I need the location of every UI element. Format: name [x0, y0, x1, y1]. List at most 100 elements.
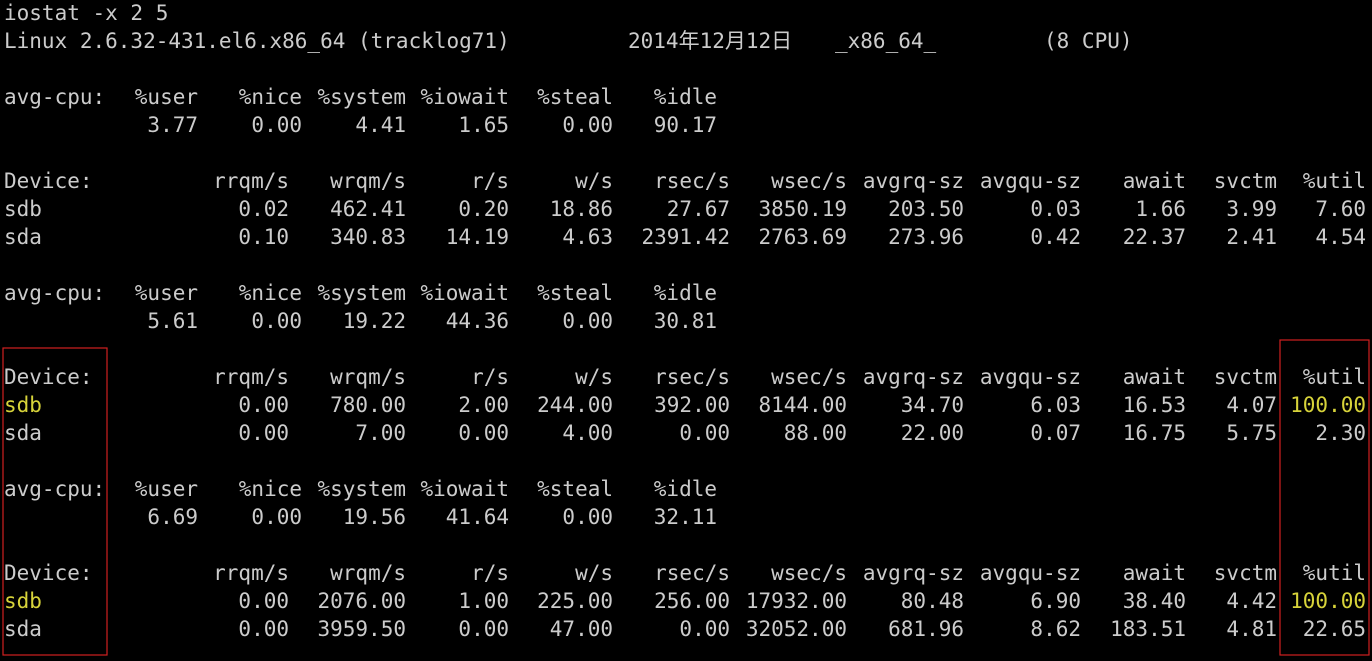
device-value: 34.70 [901, 393, 964, 417]
device-header: avgrq-sz [863, 169, 964, 193]
device-header: %util [1303, 561, 1366, 585]
device-value: 4.63 [562, 225, 613, 249]
device-header: r/s [471, 365, 509, 389]
device-value: 244.00 [537, 393, 613, 417]
device-value: 3850.19 [758, 197, 847, 221]
cpu-header: %nice [239, 85, 302, 109]
device-header: w/s [575, 561, 613, 585]
device-value: 2.00 [458, 393, 509, 417]
device-value: 6.03 [1030, 393, 1081, 417]
device-header: wsec/s [771, 365, 847, 389]
highlight-box [1279, 339, 1370, 656]
device-value: 18.86 [550, 197, 613, 221]
device-header: avgqu-sz [980, 169, 1081, 193]
cpu-value: 41.64 [446, 505, 509, 529]
device-header: rrqm/s [213, 169, 289, 193]
device-header: r/s [471, 561, 509, 585]
device-header: Device: [4, 365, 93, 389]
cpu-header: %steal [537, 281, 613, 305]
device-value: 1.66 [1135, 197, 1186, 221]
cpu-value: 1.65 [458, 113, 509, 137]
device-value: 3.99 [1226, 197, 1277, 221]
device-value: 7.00 [355, 421, 406, 445]
cpu-value: 0.00 [562, 309, 613, 333]
device-header: await [1123, 365, 1186, 389]
device-value: 392.00 [654, 393, 730, 417]
cpu-header: %iowait [420, 477, 509, 501]
device-header: %util [1303, 169, 1366, 193]
device-header: wrqm/s [330, 561, 406, 585]
device-value: 5.75 [1226, 421, 1277, 445]
kernel: Linux 2.6.32-431.el6.x86_64 (tracklog71) [4, 29, 510, 53]
cpu-header: avg-cpu: [4, 477, 105, 501]
cpu-value: 32.11 [654, 505, 717, 529]
cpu-value: 30.81 [654, 309, 717, 333]
device-value: 4.42 [1226, 589, 1277, 613]
device-name: sda [4, 421, 42, 445]
device-header: await [1123, 169, 1186, 193]
device-value: 0.07 [1030, 421, 1081, 445]
cpu-value: 0.00 [562, 113, 613, 137]
device-header: w/s [575, 365, 613, 389]
cpu-header: %user [135, 477, 198, 501]
device-value: 203.50 [888, 197, 964, 221]
date: 2014年12月12日 [628, 29, 792, 53]
device-header: svctm [1214, 561, 1277, 585]
device-value: 0.00 [458, 617, 509, 641]
highlight-box [2, 347, 108, 656]
device-header: avgqu-sz [980, 365, 1081, 389]
cpu-header: %idle [654, 85, 717, 109]
device-value: 22.00 [901, 421, 964, 445]
cpu-header: %system [317, 85, 406, 109]
device-value: 3959.50 [317, 617, 406, 641]
command: iostat -x 2 5 [4, 1, 168, 25]
cpu-value: 0.00 [251, 505, 302, 529]
device-value: 0.42 [1030, 225, 1081, 249]
device-value: 1.00 [458, 589, 509, 613]
device-value: 0.00 [238, 589, 289, 613]
device-value: 2.41 [1226, 225, 1277, 249]
device-value: 17932.00 [746, 589, 847, 613]
cpu-value: 44.36 [446, 309, 509, 333]
device-header: rsec/s [654, 169, 730, 193]
device-value: 0.20 [458, 197, 509, 221]
device-value: 0.00 [679, 617, 730, 641]
device-value: 100.00 [1290, 393, 1366, 417]
device-header: rrqm/s [213, 365, 289, 389]
cpu-header: %steal [537, 85, 613, 109]
device-value: 0.03 [1030, 197, 1081, 221]
device-value: 4.07 [1226, 393, 1277, 417]
device-value: 780.00 [330, 393, 406, 417]
device-value: 0.00 [679, 421, 730, 445]
device-value: 16.53 [1123, 393, 1186, 417]
device-name: sdb [4, 393, 42, 417]
device-value: 2391.42 [641, 225, 730, 249]
device-header: Device: [4, 169, 93, 193]
cpu-value: 0.00 [562, 505, 613, 529]
device-value: 0.10 [238, 225, 289, 249]
cpus: (8 CPU) [1044, 29, 1133, 53]
cpu-header: %nice [239, 477, 302, 501]
device-value: 32052.00 [746, 617, 847, 641]
device-value: 7.60 [1315, 197, 1366, 221]
device-value: 183.51 [1110, 617, 1186, 641]
device-header: await [1123, 561, 1186, 585]
cpu-value: 5.61 [147, 309, 198, 333]
cpu-header: %iowait [420, 85, 509, 109]
device-header: wsec/s [771, 169, 847, 193]
device-value: 16.75 [1123, 421, 1186, 445]
device-value: 88.00 [784, 421, 847, 445]
device-value: 38.40 [1123, 589, 1186, 613]
cpu-header: %iowait [420, 281, 509, 305]
device-header: wrqm/s [330, 169, 406, 193]
cpu-value: 3.77 [147, 113, 198, 137]
device-header: avgqu-sz [980, 561, 1081, 585]
cpu-header: %user [135, 85, 198, 109]
device-value: 14.19 [446, 225, 509, 249]
device-value: 47.00 [550, 617, 613, 641]
device-value: 0.00 [238, 393, 289, 417]
cpu-value: 19.22 [343, 309, 406, 333]
device-header: svctm [1214, 169, 1277, 193]
cpu-header: %system [317, 281, 406, 305]
